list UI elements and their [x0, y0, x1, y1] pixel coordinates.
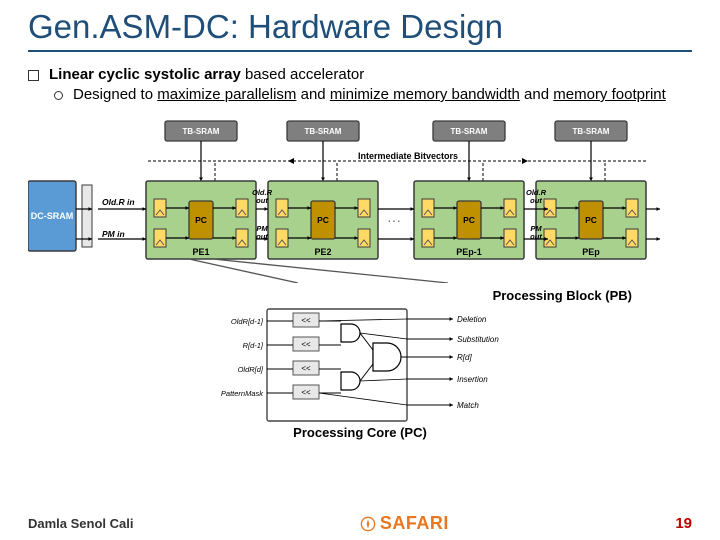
svg-text:PC: PC — [317, 215, 329, 225]
svg-text:PC: PC — [195, 215, 207, 225]
svg-text:PatternMask: PatternMask — [221, 389, 264, 398]
svg-text:···: ··· — [387, 212, 401, 228]
svg-text:TB-SRAM: TB-SRAM — [183, 127, 220, 136]
svg-text:out: out — [530, 196, 542, 205]
b2c: and — [296, 86, 329, 103]
svg-text:TB-SRAM: TB-SRAM — [451, 127, 488, 136]
svg-text:PC: PC — [463, 215, 475, 225]
svg-text:<<: << — [301, 364, 311, 373]
svg-text:PM in: PM in — [102, 229, 125, 239]
pb-caption: Processing Block (PB) — [28, 288, 692, 303]
page-number: 19 — [675, 515, 692, 532]
svg-text:R[d]: R[d] — [457, 353, 472, 362]
slide-title: Gen.ASM-DC: Hardware Design — [28, 8, 692, 52]
svg-text:Deletion: Deletion — [457, 315, 487, 324]
svg-text:Intermediate Bitvectors: Intermediate Bitvectors — [358, 151, 458, 161]
svg-text:Insertion: Insertion — [457, 375, 488, 384]
svg-text:<<: << — [301, 316, 311, 325]
bullet-level2: Designed to maximize parallelism and min… — [54, 86, 692, 103]
bullet-level1: Linear cyclic systolic array based accel… — [28, 66, 692, 83]
b2f: memory footprint — [553, 86, 666, 103]
footer-author: Damla Senol Cali — [28, 516, 133, 531]
square-bullet-icon — [28, 70, 39, 81]
compass-icon — [360, 516, 376, 532]
svg-text:out: out — [256, 232, 268, 241]
svg-text:<<: << — [301, 340, 311, 349]
pc-diagram-wrap: << OldR[d-1] << R[d-1] << OldR[d] << PatternMas… — [28, 305, 692, 425]
svg-text:DC-SRAM: DC-SRAM — [31, 211, 74, 221]
svg-text:OldR[d-1]: OldR[d-1] — [231, 317, 264, 326]
svg-text:out: out — [256, 196, 268, 205]
svg-text:out: out — [530, 232, 542, 241]
bullet1-rest: based accelerator — [241, 66, 364, 83]
pc-caption: Processing Core (PC) — [28, 425, 692, 440]
b2b: maximize parallelism — [157, 86, 296, 103]
svg-text:TB-SRAM: TB-SRAM — [573, 127, 610, 136]
svg-text:PEp-1: PEp-1 — [456, 247, 482, 257]
bullet1-bold: Linear cyclic systolic array — [49, 66, 241, 83]
svg-text:PC: PC — [585, 215, 597, 225]
safari-logo: SAFARI — [360, 513, 449, 534]
svg-text:PE2: PE2 — [314, 247, 331, 257]
svg-text:Match: Match — [457, 401, 479, 410]
b2a: Designed to — [73, 86, 157, 103]
svg-text:<<: << — [301, 388, 311, 397]
footer: Damla Senol Cali SAFARI 19 — [0, 513, 720, 534]
svg-text:PE1: PE1 — [192, 247, 209, 257]
b2e: and — [520, 86, 553, 103]
svg-text:OldR[d]: OldR[d] — [238, 365, 264, 374]
svg-text:Old.R in: Old.R in — [102, 197, 135, 207]
svg-text:TB-SRAM: TB-SRAM — [305, 127, 342, 136]
top-diagram: DC-SRAM Intermediate Bitvectors ··· TB-SRAM… — [28, 113, 692, 288]
svg-text:PEp: PEp — [582, 247, 600, 257]
svg-text:R[d-1]: R[d-1] — [243, 341, 264, 350]
circle-bullet-icon — [54, 91, 63, 100]
safari-text: SAFARI — [380, 513, 449, 534]
b2d: minimize memory bandwidth — [330, 86, 520, 103]
svg-text:Substitution: Substitution — [457, 335, 499, 344]
